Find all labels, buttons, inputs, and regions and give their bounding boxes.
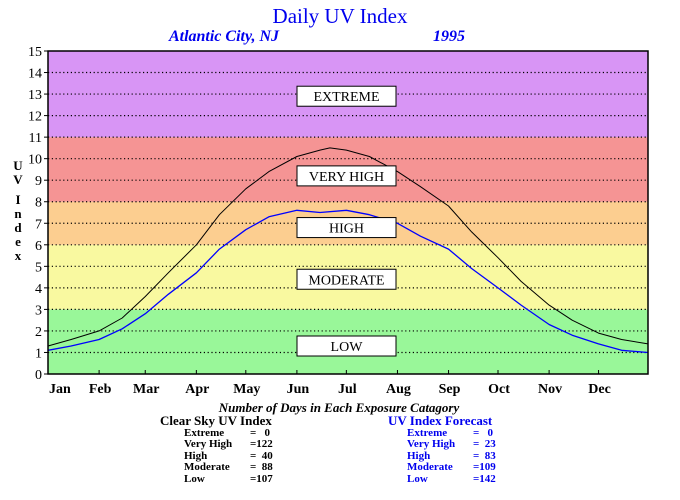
x-tick-label: Jun [287, 382, 310, 397]
chart-subtitle-location: Atlantic City, NJ [168, 28, 280, 45]
clear-sky-row-value: =122 [250, 438, 273, 450]
band-label-text: MODERATE [308, 273, 384, 288]
forecast-row-label: Extreme [407, 426, 448, 439]
y-tick-label: 10 [28, 153, 42, 168]
band-label-extreme: EXTREME [296, 85, 397, 107]
chart-title: Daily UV Index [273, 4, 408, 28]
clear-sky-row-extreme: Extreme = 0 [184, 426, 273, 440]
x-tick-label: Aug [386, 382, 411, 397]
band-label-text: VERY HIGH [309, 170, 384, 185]
band-label-very-high: VERY HIGH [296, 165, 397, 187]
forecast-row-moderate: Moderate =109 [407, 461, 496, 474]
clear-sky-row-label: Moderate [184, 461, 230, 473]
y-tick-label: 14 [28, 67, 42, 82]
forecast-row-very-high: Very High = 23 [407, 438, 496, 451]
clear-sky-row-label: Low [184, 472, 205, 485]
y-tick-label: 6 [35, 239, 42, 254]
forecast-row-label: Very High [407, 438, 456, 450]
clear-sky-row-value: =107 [250, 472, 273, 485]
band-label-box [296, 85, 397, 107]
forecast-row-value: =109 [473, 461, 496, 473]
y-tick-label: 8 [35, 196, 42, 211]
x-tick-label: Apr [185, 382, 209, 397]
clear-sky-row-low: Low =107 [184, 472, 273, 486]
y-tick-label: 5 [35, 260, 42, 275]
band-label-text: HIGH [329, 222, 364, 237]
forecast-row-label: High [407, 449, 431, 462]
clear-sky-line [47, 147, 649, 347]
y-tick-label: 9 [35, 174, 42, 189]
x-tick-label: Jan [49, 382, 71, 397]
band-label-box [296, 335, 397, 357]
y-tick-label: 3 [35, 303, 42, 318]
forecast-row-high: High = 83 [407, 449, 496, 463]
forecast-row-extreme: Extreme = 0 [407, 426, 496, 440]
forecast-row-label: Moderate [407, 461, 453, 473]
forecast-summary-table: UV Index Forecast Extreme = 0 Very High = … [388, 413, 496, 486]
band-label-box [296, 268, 397, 290]
y-tick-label: 1 [35, 346, 42, 361]
forecast-table-title: UV Index Forecast [388, 413, 493, 428]
band-label-text: LOW [331, 340, 364, 355]
clear-sky-row-very-high: Very High =122 [184, 438, 273, 451]
y-tick-label: 15 [28, 45, 42, 60]
forecast-line [47, 209, 649, 354]
x-tick-label: Dec [588, 382, 611, 397]
y-tick-label: 12 [28, 110, 42, 125]
y-tick-label: 13 [28, 88, 42, 103]
clear-sky-row-label: High [184, 449, 208, 462]
forecast-row-label: Low [407, 472, 428, 485]
band-label-low: LOW [296, 335, 397, 357]
band-label-text: EXTREME [313, 90, 379, 105]
band-label-high: HIGH [296, 217, 397, 239]
clear-sky-row-value: = 40 [250, 449, 273, 462]
chart-subtitle-year: 1995 [433, 28, 465, 45]
y-tick-label: 4 [35, 282, 42, 297]
x-tick-label: Mar [133, 382, 159, 397]
forecast-row-value: = 83 [473, 449, 496, 462]
x-tick-label: Feb [89, 382, 112, 397]
y-tick-label: 2 [35, 325, 42, 340]
clear-sky-row-value: = 0 [250, 426, 271, 439]
forecast-row-value: =142 [473, 472, 496, 485]
x-tick-label: Oct [488, 382, 510, 397]
clear-sky-row-moderate: Moderate = 88 [184, 461, 273, 474]
y-tick-label: 0 [35, 368, 42, 383]
clear-sky-row-label: Extreme [184, 426, 225, 439]
clear-sky-row-value: = 88 [250, 461, 273, 473]
forecast-row-value: = 23 [473, 438, 496, 450]
band-label-box [296, 217, 397, 239]
y-tick-label: 7 [35, 217, 42, 232]
clear-sky-summary-table: Clear Sky UV Index Extreme = 0 Very High =… [160, 413, 273, 486]
clear-sky-row-label: Very High [184, 438, 233, 450]
x-tick-label: May [233, 382, 260, 397]
plot-frame [47, 50, 649, 375]
band-label-moderate: MODERATE [296, 268, 397, 290]
forecast-row-value: = 0 [473, 426, 494, 439]
x-tick-label: Nov [538, 382, 562, 397]
forecast-row-low: Low =142 [407, 472, 496, 486]
clear-sky-table-title: Clear Sky UV Index [160, 413, 272, 428]
band-label-box [296, 165, 397, 187]
summary-heading: Number of Days in Each Exposure Catagory [218, 400, 460, 415]
y-tick-label: 11 [29, 131, 42, 146]
x-tick-label: Jul [338, 382, 357, 397]
x-tick-label: Sep [439, 382, 461, 397]
clear-sky-row-high: High = 40 [184, 449, 273, 463]
